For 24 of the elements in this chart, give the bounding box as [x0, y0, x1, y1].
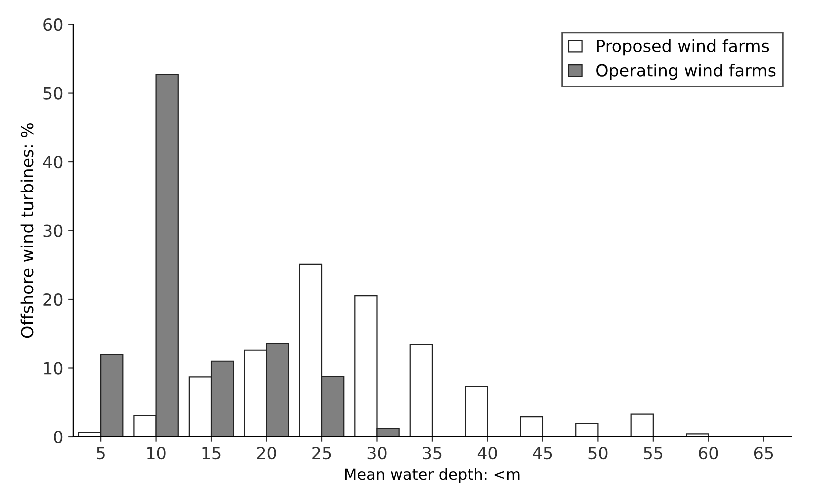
- y-tick-label: 30: [44, 224, 63, 238]
- x-tick-label: 65: [754, 447, 774, 460]
- y-axis-title: Offshore wind turbines: %: [20, 123, 34, 338]
- legend-label: Proposed wind farms: [597, 40, 770, 56]
- x-tick-label: 40: [478, 447, 498, 460]
- y-tick-label: 50: [44, 87, 63, 100]
- x-tick-label: 45: [533, 447, 552, 460]
- y-tick-label: 60: [44, 18, 63, 32]
- x-tick-label: 25: [312, 447, 332, 460]
- legend-label: Operating wind farms: [596, 64, 776, 80]
- y-tick-label: 20: [44, 293, 63, 306]
- x-tick-label: 35: [423, 447, 442, 460]
- y-tick-label: 0: [54, 430, 63, 444]
- y-tick-label: 10: [44, 362, 63, 375]
- x-tick-label: 10: [148, 447, 166, 460]
- x-axis-title: Mean water depth: <m: [345, 468, 520, 484]
- x-tick-label: 55: [644, 447, 663, 460]
- x-tick-label: 30: [368, 447, 387, 460]
- y-tick-label: 40: [43, 156, 63, 169]
- x-tick-label: 5: [97, 447, 105, 460]
- x-tick-label: 15: [202, 447, 221, 460]
- x-tick-label: 50: [588, 447, 608, 460]
- x-tick-label: 20: [257, 447, 276, 460]
- x-tick-label: 60: [699, 447, 718, 460]
